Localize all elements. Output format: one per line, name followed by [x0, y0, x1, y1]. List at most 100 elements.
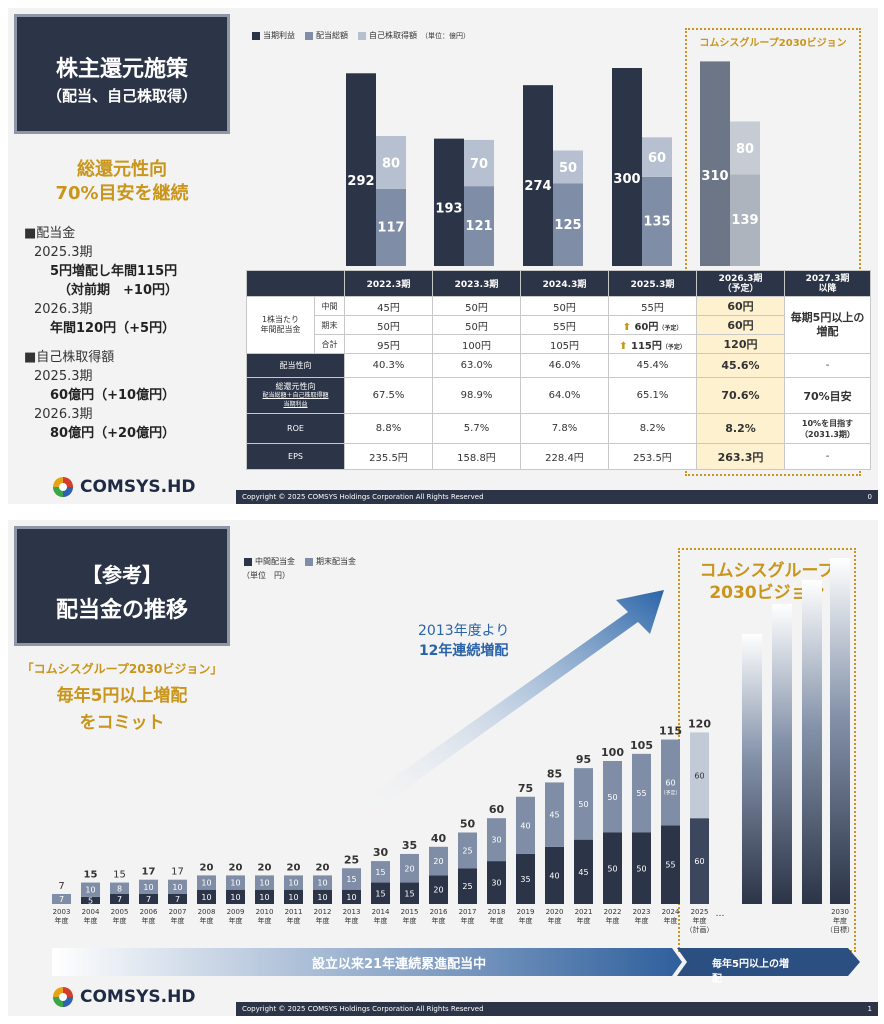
- x-tick-label: 年度: [55, 916, 69, 925]
- table-corner: [246, 270, 345, 297]
- bar-final-label: 15: [375, 868, 385, 877]
- legend-item-dividend: 配当総額: [305, 30, 348, 41]
- bar-buyback: [553, 150, 583, 184]
- bar-interim: [226, 889, 245, 904]
- bar-interim: [661, 825, 680, 904]
- x-tick-label: 年度: [229, 916, 243, 925]
- bar-profit: [434, 138, 464, 266]
- commit-line2: 毎年5円以上増配: [56, 686, 188, 706]
- bar-dividend: [730, 174, 760, 266]
- table-cell: 45円: [344, 296, 433, 316]
- table-cell: 50円: [432, 296, 521, 316]
- bar-interim: [574, 839, 593, 904]
- total-return-formula: 配当総額＋自己株取得額 当期利益: [262, 392, 329, 408]
- x-tick-label: 2021: [575, 908, 593, 916]
- bar-dividend-label: 135: [643, 214, 670, 229]
- row-label: 総還元性向 配当総額＋自己株取得額 当期利益: [246, 377, 345, 414]
- table-cell: 45.6%: [696, 353, 785, 378]
- bar-final-label: 40: [520, 821, 530, 830]
- bar-interim: [342, 889, 361, 904]
- bottom-banner: 設立以来21年連続累進配当中 毎年5円以上の増配: [52, 948, 860, 985]
- vision-title: コムシスグループ 2030ビジョン: [680, 560, 854, 604]
- buyback-period1: 2025.3期: [34, 369, 93, 384]
- bar-dividend: [642, 176, 672, 266]
- x-tick-label: 年度: [403, 916, 417, 925]
- bar-final: [81, 882, 100, 897]
- bar-total-label: 115: [659, 725, 682, 738]
- plan-note: （予定）: [660, 789, 680, 796]
- bar-total-label: 40: [431, 832, 447, 845]
- dividend-heading: ■配当金: [24, 226, 76, 241]
- bar-interim-label: 10: [346, 893, 356, 902]
- bar-interim: [81, 896, 100, 904]
- col-header: 2022.3期: [344, 270, 433, 297]
- table-cell: 8.2%: [696, 413, 785, 444]
- x-tick-label: 年度: [490, 916, 504, 925]
- x-tick-label: 2030: [831, 908, 849, 916]
- x-tick-label: 年度: [287, 916, 301, 925]
- logo-text: COMSYS.HD: [80, 987, 196, 1007]
- chart1-legend: 当期利益 配当総額 自己株取得額 （単位：億円）: [252, 30, 470, 41]
- arrow-caption-line1: 2013年度より: [418, 623, 510, 639]
- bar-profit: [700, 61, 730, 267]
- bar-total-label: 60: [489, 803, 505, 816]
- x-tick-label: 年度: [606, 916, 620, 925]
- x-tick-label: 年度: [635, 916, 649, 925]
- vision-title-line2: 2030ビジョン: [709, 583, 825, 603]
- bar-final-label: 15: [346, 875, 356, 884]
- table-cell: 50円: [520, 296, 609, 316]
- banner-right-text: 毎年5円以上の増配: [712, 959, 789, 985]
- bar-final-label: 60: [694, 771, 704, 780]
- x-tick-label: 年度: [316, 916, 330, 925]
- bar-profit: [612, 68, 642, 266]
- bar-final-label: 60: [665, 778, 675, 787]
- x-tick-label: 2019: [517, 908, 535, 916]
- bar-final-label: 10: [288, 879, 298, 888]
- table-cell: 100円: [432, 334, 521, 354]
- x-tick-label: 2020: [546, 908, 564, 916]
- bar-profit-label: 193: [435, 202, 462, 217]
- slide2-title-line1: 【参考】: [82, 563, 162, 587]
- commit-text: 「コムシスグループ2030ビジョン」 毎年5円以上増配 をコミット: [8, 660, 236, 733]
- bar-interim: [284, 889, 303, 904]
- bar-final: [632, 753, 651, 833]
- table-cell: 65.1%: [608, 377, 697, 414]
- bar-total-label: 50: [460, 818, 476, 831]
- x-tick-label: 年度: [519, 916, 533, 925]
- bar-interim: [400, 882, 419, 904]
- bar-interim-label: 10: [259, 893, 269, 902]
- company-logo-2: COMSYS.HD: [52, 986, 195, 1008]
- bar-final: [690, 732, 709, 819]
- bar-final: [255, 875, 274, 890]
- table-cell: 98.9%: [432, 377, 521, 414]
- bar-interim-label: 20: [433, 886, 443, 895]
- bar-final: [429, 846, 448, 876]
- bar-interim: [690, 818, 709, 904]
- row-group-dps: 1株当たり 年間配当金 中間 期末 合計: [246, 296, 345, 354]
- table-cell: 253.5円: [608, 443, 697, 470]
- headline: 総還元性向 70%目安を継続: [8, 158, 236, 206]
- logo-text: COMSYS.HD: [80, 477, 196, 497]
- table-cell: 50円: [344, 315, 433, 335]
- x-tick-label: 年度: [833, 916, 847, 925]
- x-tick-label: 年度: [84, 916, 98, 925]
- bar-profit-label: 274: [524, 179, 551, 194]
- table-cell-planned: ⬆ 60円（予定）: [608, 315, 697, 335]
- x-tick-label: 2024: [662, 908, 680, 916]
- table-cell: 46.0%: [520, 353, 609, 378]
- table-cell: 235.5円: [344, 443, 433, 470]
- table-cell: 8.8%: [344, 413, 433, 444]
- bar-total-label: 35: [402, 839, 417, 852]
- bar-profit: [523, 85, 553, 266]
- vision-bar: [742, 634, 762, 904]
- x-tick-label: 2025: [691, 908, 709, 916]
- copyright-text: Copyright © 2025 COMSYS Holdings Corpora…: [242, 493, 484, 501]
- bar-interim: [313, 889, 332, 904]
- table-cell: -: [784, 353, 871, 378]
- bar-interim-label: 7: [175, 895, 180, 904]
- chart2-legend: 中間配当金 期末配当金: [244, 556, 356, 567]
- bar-interim-label: 15: [404, 889, 414, 898]
- col-header: 2023.3期: [432, 270, 521, 297]
- table-cell: -: [784, 443, 871, 470]
- bar-final: [458, 832, 477, 869]
